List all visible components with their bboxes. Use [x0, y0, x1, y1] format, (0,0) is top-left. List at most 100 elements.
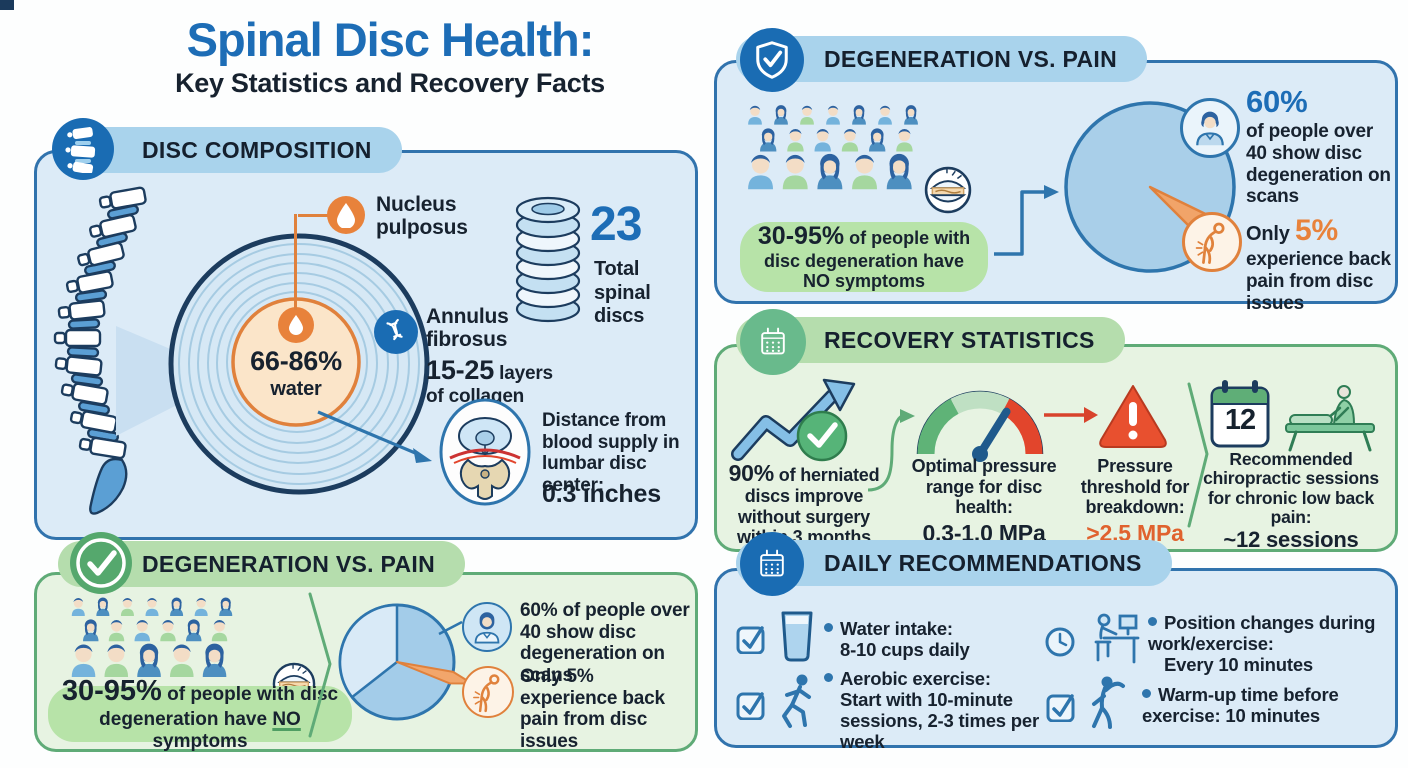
daily-item-title: Water intake: [840, 618, 953, 639]
daily-item-detail: 8-10 cups daily [840, 639, 970, 661]
bubble-no: NO [802, 271, 830, 292]
pointer-arrow-blood [317, 410, 432, 463]
doctor-icon [462, 602, 512, 652]
bubble-text-1: of people with disc degeneration have [99, 684, 339, 730]
bullet-dot [824, 673, 833, 682]
scan-stat-block-bottom: 60% of people over 40 show disc degenera… [520, 600, 690, 687]
pain-stat-block-bottom: Only 5% experience back pain from disc i… [520, 666, 690, 753]
spine-icon-glyph [65, 127, 96, 173]
checkbox-icon [736, 626, 765, 654]
annulus-label: Annulus fibrosus [426, 305, 509, 351]
daily-item-position: Position changes during work/exercise: E… [1148, 612, 1396, 675]
nucleus-connector-v [294, 214, 297, 310]
pain-stat-block-top: Only 5% experience back pain from disc i… [1246, 214, 1396, 314]
annulus-stat: 15-25 [426, 355, 495, 385]
degeneration-top-header-label: DEGENERATION VS. PAIN [824, 45, 1117, 72]
calendar-12-icon [1210, 380, 1270, 448]
scan-text: of people over 40 show disc degeneration… [520, 600, 690, 686]
sessions-block: Recommended chiropractic sessions for ch… [1196, 449, 1386, 552]
threshold-label: Pressure threshold for breakdown: [1080, 456, 1190, 518]
recovery-header-label: RECOVERY STATISTICS [824, 326, 1095, 353]
checkbox-icon [1046, 694, 1075, 722]
corner-mark [0, 0, 14, 10]
elbow-arrow [994, 185, 1059, 256]
desk-worker-icon [1094, 613, 1140, 664]
disc-composition-header-label: DISC COMPOSITION [142, 136, 372, 163]
scan-text: of people over 40 show disc degeneration… [1246, 121, 1391, 208]
massage-table-icon [1285, 385, 1375, 452]
shield-check-icon [740, 28, 804, 92]
pressure-label: Optimal pressure range for disc health: [911, 456, 1057, 518]
person-icon [1180, 98, 1240, 158]
daily-item-title: Position changes during work/exercise: [1148, 612, 1376, 655]
pain-stat: 5% [1295, 214, 1338, 247]
calendar-number: 12 [1224, 404, 1256, 436]
disc-icon [924, 166, 972, 214]
vertebra-cross-section-icon [439, 398, 531, 506]
bubble-stat: 30-95% [61, 675, 162, 708]
bubble-stat: 30-95% [757, 221, 845, 250]
nucleus-label: Nucleus pulposus [376, 193, 468, 239]
degeneration-top-header: DEGENERATION VS. PAIN [736, 36, 1147, 82]
scan-stat: 60% [520, 600, 558, 621]
page-title: Spinal Disc Health: [186, 13, 595, 66]
bracket-icon [308, 592, 332, 738]
daily-item-warmup: Warm-up time before exercise: 10 minutes [1142, 684, 1390, 726]
disc-count: 23 [590, 198, 642, 251]
crowd-icon [66, 588, 272, 688]
calendar-icon [740, 309, 806, 375]
pie-chart-bottom [338, 603, 473, 721]
clock-icon [1045, 627, 1075, 657]
pressure-block: Optimal pressure range for disc health: … [900, 456, 1068, 546]
runner-icon [782, 674, 811, 728]
sessions-value: ~12 sessions [1223, 527, 1359, 552]
sessions-label: Recommended chiropractic sessions for ch… [1203, 449, 1379, 527]
stretch-icon [1092, 676, 1125, 729]
spine-illustration [53, 186, 147, 515]
bullet-dot [1148, 617, 1157, 626]
daily-header-label: DAILY RECOMMENDATIONS [824, 549, 1142, 576]
degeneration-bottom-header-label: DEGENERATION VS. PAIN [142, 550, 435, 577]
daily-item-title: Warm-up time before exercise: [1142, 684, 1339, 727]
checkbox-icon [736, 692, 765, 720]
pain-text: experience back pain from disc issues [520, 687, 665, 752]
droplet-icon [327, 196, 365, 234]
daily-item-aerobic: Aerobic exercise: Start with 10-minute s… [824, 668, 1062, 752]
bubble-text-2: symptoms [829, 271, 926, 292]
no-symptoms-bubble-bottom: 30-95% of people with disc degeneration … [48, 675, 352, 752]
water-label: water [270, 378, 322, 400]
curve-arrow-icon [867, 409, 915, 492]
pain-text: experience back pain from disc issues [1246, 249, 1391, 314]
trend-up-arrow-icon [731, 378, 856, 462]
disc-stack-icon [515, 196, 581, 323]
pain-stat: 5% [566, 666, 594, 687]
daily-item-water: Water intake: 8-10 cups daily [824, 618, 1039, 660]
threshold-block: Pressure threshold for breakdown: >2.5 M… [1076, 456, 1194, 546]
title-block: Spinal Disc Health: Key Statistics and R… [120, 16, 660, 99]
bubble-text-2: symptoms [152, 730, 248, 752]
water-glass-icon [781, 611, 813, 662]
disc-cross-section [168, 233, 430, 495]
annulus-stat-suffix: layers [494, 363, 553, 384]
pain-prefix: Only [520, 666, 567, 687]
blood-supply-text: Distance from blood supply in lumbar dis… [542, 410, 680, 496]
daily-item-detail: Start with 10-minute sessions, 2-3 times… [840, 689, 1039, 753]
annulus-stat-line: 15-25 layers [426, 355, 586, 386]
improve-stat: 90% [728, 460, 775, 486]
water-stat: 66-86% [250, 346, 342, 376]
bubble-no: NO [272, 708, 301, 730]
bubble-text-1: of people with disc degeneration have [763, 227, 971, 271]
daily-item-detail: 10 minutes [1220, 705, 1321, 727]
spine-icon [52, 118, 114, 180]
scan-stat: 60% [1246, 84, 1308, 119]
back-pain-icon [462, 666, 514, 718]
no-symptoms-bubble-top: 30-95% of people with disc degeneration … [740, 222, 988, 292]
bracket-icon [1187, 382, 1209, 528]
pain-prefix: Only [1246, 223, 1296, 245]
scan-stat-block-top: 60% of people over 40 show disc degenera… [1246, 84, 1392, 208]
bullet-dot [824, 623, 833, 632]
daily-item-detail: Every 10 minutes [1164, 654, 1313, 676]
check-icon [70, 532, 132, 594]
back-pain-icon [1182, 212, 1242, 272]
